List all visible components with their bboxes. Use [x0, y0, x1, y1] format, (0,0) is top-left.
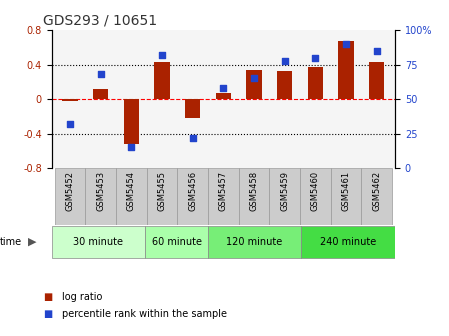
Point	[128, 145, 135, 150]
Text: 240 minute: 240 minute	[320, 237, 376, 247]
Text: 120 minute: 120 minute	[226, 237, 283, 247]
Text: GSM5458: GSM5458	[250, 171, 259, 211]
Text: 60 minute: 60 minute	[152, 237, 202, 247]
Text: GSM5461: GSM5461	[342, 171, 351, 211]
Text: ■: ■	[43, 292, 52, 302]
Text: GSM5455: GSM5455	[158, 171, 167, 211]
Bar	[216, 93, 231, 99]
Bar	[339, 41, 354, 99]
Text: GSM5457: GSM5457	[219, 171, 228, 211]
Bar	[277, 71, 292, 99]
Point	[220, 85, 227, 91]
Bar	[185, 99, 200, 118]
Bar	[239, 168, 269, 225]
Bar	[361, 168, 392, 225]
Bar	[177, 168, 208, 225]
Text: GDS293 / 10651: GDS293 / 10651	[43, 13, 157, 28]
Bar	[308, 67, 323, 99]
Text: GSM5462: GSM5462	[372, 171, 381, 211]
Text: GSM5456: GSM5456	[188, 171, 197, 211]
Bar	[147, 168, 177, 225]
Point	[66, 121, 74, 127]
Text: GSM5452: GSM5452	[66, 171, 75, 211]
Bar	[62, 99, 78, 101]
Text: GSM5460: GSM5460	[311, 171, 320, 211]
Point	[251, 76, 258, 81]
Bar	[85, 168, 116, 225]
Text: 30 minute: 30 minute	[74, 237, 123, 247]
Bar	[116, 168, 147, 225]
Text: time: time	[0, 237, 22, 247]
Bar	[301, 226, 395, 258]
Text: GSM5459: GSM5459	[280, 171, 289, 211]
Text: GSM5453: GSM5453	[96, 171, 105, 211]
Bar	[52, 226, 145, 258]
Bar	[93, 89, 108, 99]
Bar	[208, 226, 301, 258]
Bar	[369, 62, 384, 99]
Bar	[269, 168, 300, 225]
Point	[312, 55, 319, 60]
Point	[97, 72, 104, 77]
Text: ■: ■	[43, 309, 52, 319]
Bar	[208, 168, 239, 225]
Point	[343, 41, 350, 47]
Bar	[300, 168, 331, 225]
Text: ▶: ▶	[28, 237, 36, 247]
Bar	[331, 168, 361, 225]
Bar	[55, 168, 85, 225]
Bar	[124, 99, 139, 144]
Point	[373, 48, 380, 54]
Bar	[145, 226, 208, 258]
Bar	[154, 62, 170, 99]
Text: percentile rank within the sample: percentile rank within the sample	[62, 309, 226, 319]
Bar	[247, 70, 262, 99]
Point	[158, 52, 166, 58]
Point	[281, 58, 288, 63]
Text: log ratio: log ratio	[62, 292, 102, 302]
Point	[189, 135, 196, 140]
Text: GSM5454: GSM5454	[127, 171, 136, 211]
